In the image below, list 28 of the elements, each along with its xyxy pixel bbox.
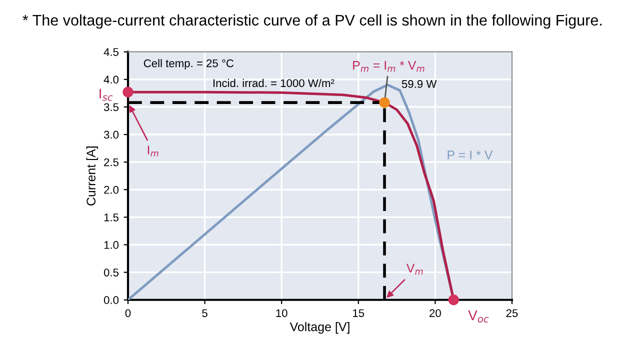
annotation: I$_{sc}$ [100,88,113,101]
y-axis-title: Current [A] [86,146,98,206]
annotation: Incid. irrad. = 1000 W/m² [214,78,334,88]
annotation: 59.9 W [402,80,437,88]
y-tick-label: 1.5 [104,214,119,222]
y-tick-label: 0.0 [104,296,119,304]
annotation: Cell temp. = 25 °C [144,59,234,70]
x-tick-label: 15 [353,309,364,318]
y-tick-label: 4.5 [104,48,119,56]
x-tick-label: 25 [506,309,518,318]
annotation: V$_{m}$ [406,264,423,275]
y-tick-label: 2.5 [104,158,119,166]
chart-title: * The voltage-current characteristic curve of a PV cell is shown in the following Figure. [22,14,602,29]
annotation: P = I * V [448,150,493,160]
x-tick-label: 5 [202,309,208,318]
x-tick-label: 10 [276,309,288,318]
x-tick-label: 0 [125,309,131,318]
y-tick-label: 2.0 [104,186,119,194]
annotation: P$_{m}$ = I$_{m}$ * V$_{m}$ [353,61,424,72]
y-tick-label: 0.5 [104,268,119,276]
y-tick-label: 3.0 [104,130,119,139]
y-tick-label: 4.0 [104,76,119,84]
y-tick-label: 3.5 [104,103,119,112]
annotation: I$_{m}$ [148,146,158,156]
annotation: V$_{oc}$ [468,310,489,323]
y-tick-label: 1.0 [104,241,119,249]
x-axis-title: Voltage [V] [290,322,350,334]
x-tick-label: 20 [430,309,441,318]
